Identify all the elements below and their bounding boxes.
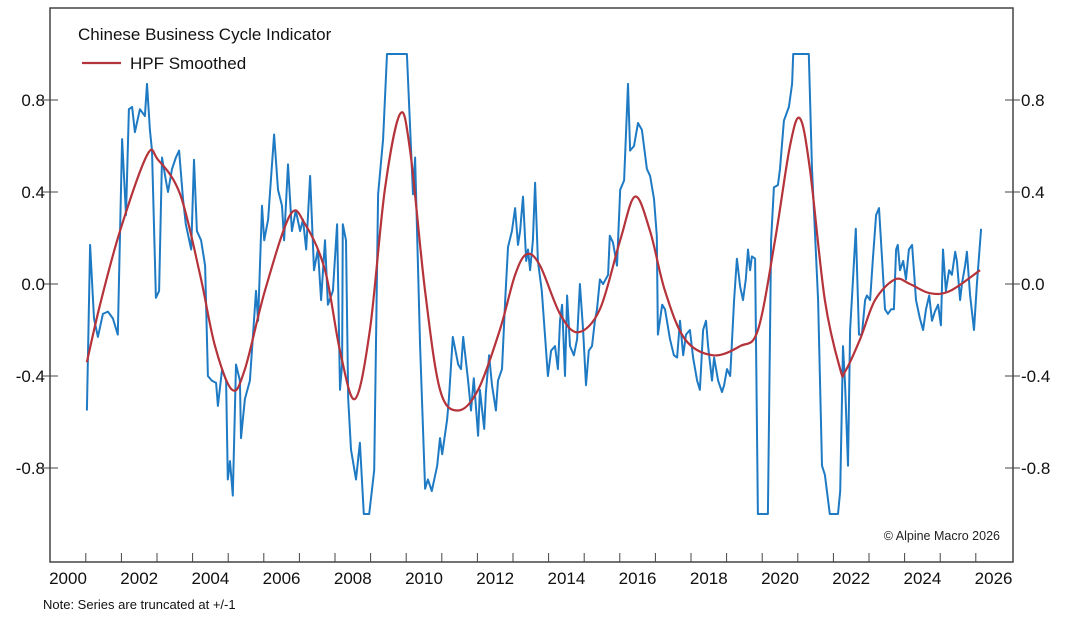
x-tick-label: 2012 [476,569,514,588]
y-tick-label-right: 0.4 [1021,183,1045,202]
x-axis: 2000 2002 2004 2006 2008 2010 2012 2014 2016 2018… [49,553,1013,588]
x-tick-label: 2002 [120,569,158,588]
y-tick-label-left: 0.0 [21,275,45,294]
x-tick-label: 2014 [547,569,585,588]
series-line-business-cycle-indicator [85,53,983,515]
x-tick-label: 2018 [690,569,728,588]
x-tick-label: 2024 [903,569,941,588]
y-tick-label-right: 0.8 [1021,91,1045,110]
footnote: Note: Series are truncated at +/-1 [43,597,236,612]
y-tick-label-right: -0.4 [1021,367,1050,386]
y-axis-right: 0.8 0.4 0.0 -0.4 -0.8 [1005,91,1050,478]
x-tick-label: 2022 [832,569,870,588]
legend-label-hpf-smoothed: HPF Smoothed [130,54,246,73]
series-line-hpf-smoothed [85,111,981,412]
x-tick-label: 2020 [761,569,799,588]
y-tick-label-right: -0.8 [1021,459,1050,478]
y-tick-label-left: -0.4 [16,367,45,386]
y-tick-label-right: 0.0 [1021,275,1045,294]
x-tick-label: 2000 [49,569,87,588]
x-tick-label: 2004 [191,569,229,588]
plot-frame [49,7,1014,563]
x-tick-label: 2006 [263,569,301,588]
y-tick-label-left: 0.4 [21,183,45,202]
x-tick-label: 2026 [975,569,1013,588]
y-tick-label-left: 0.8 [21,91,45,110]
x-tick-label: 2016 [619,569,657,588]
x-tick-label: 2010 [405,569,443,588]
y-axis-left: 0.8 0.4 0.0 -0.4 -0.8 [16,91,58,478]
x-tick-label: 2008 [334,569,372,588]
chart-title: Chinese Business Cycle Indicator [78,25,332,44]
copyright-text: © Alpine Macro 2026 [884,529,1000,543]
y-tick-label-left: -0.8 [16,459,45,478]
